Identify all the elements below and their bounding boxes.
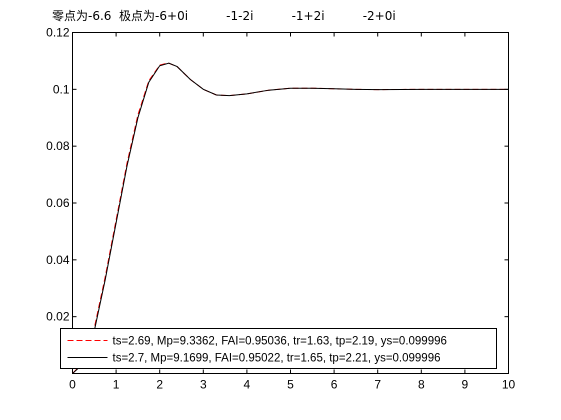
x-tick-label: 0 [69,378,76,392]
legend-entry-label: ts=2.69, Mp=9.3362, FAI=0.95036, tr=1.63… [113,336,447,348]
axes-box [72,32,509,374]
y-tick-label: 0.12 [46,26,70,40]
plot-lines [72,62,509,374]
x-tick-label: 4 [244,378,251,392]
x-tick-label: 10 [502,378,516,392]
x-tick-label: 9 [462,378,469,392]
y-tick-label: 0.08 [46,139,70,153]
x-tick-label: 8 [418,378,425,392]
x-tick-label: 1 [113,378,120,392]
x-tick-label: 7 [374,378,381,392]
solid-black-series-line [72,62,509,374]
y-tick-label: 0.1 [53,82,70,96]
legend-entry-label: ts=2.7, Mp=9.1699, FAI=0.95022, tr=1.65,… [113,353,441,365]
x-tick-label: 3 [200,378,207,392]
axis-ticks: 0 1 2 3 4 5 6 7 8 9 10 0.02 0.04 0.06 0.08 0.1 0.12 [46,26,515,392]
chart-title: 零点为-6.6 极点为-6+0i -1-2i -1+2i -2+0i [52,9,396,23]
y-tick-label: 0.06 [46,196,70,210]
x-tick-label: 6 [331,378,338,392]
legend-box [60,328,497,369]
legend: ts=2.69, Mp=9.3362, FAI=0.95036, tr=1.63… [60,328,497,369]
y-tick-label: 0.04 [46,253,70,267]
x-tick-label: 5 [287,378,294,392]
x-tick-label: 2 [156,378,163,392]
y-tick-label: 0.02 [46,310,70,324]
